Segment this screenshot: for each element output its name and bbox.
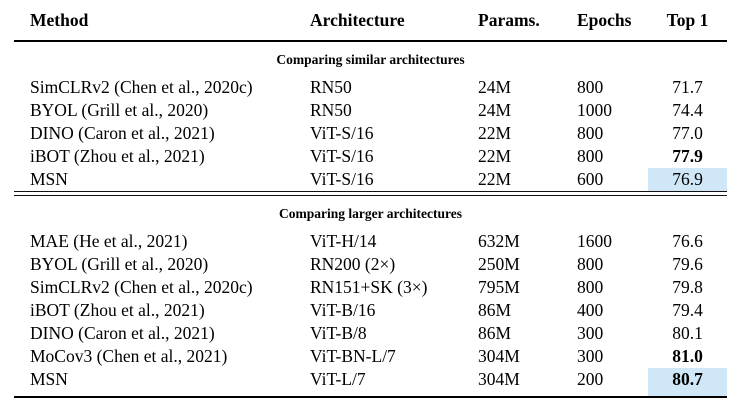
table-row: MoCov3 (Chen et al., 2021) ViT-BN-L/7 304M… <box>14 345 727 368</box>
method-cell: MSN <box>14 368 310 398</box>
epochs-cell: 800 <box>577 277 604 297</box>
params-cell: 86M <box>478 323 512 343</box>
method-cell: iBOT (Zhou et al., 2021) <box>30 146 205 166</box>
architecture-cell: ViT-L/7 <box>310 368 478 398</box>
epochs-cell: 1600 <box>577 231 612 251</box>
method-cell: BYOL (Grill et al., 2020) <box>30 254 209 274</box>
table-row: DINO (Caron et al., 2021) ViT-B/8 86M 300 80… <box>14 322 727 345</box>
epochs-cell: 200 <box>577 368 648 398</box>
double-rule-line <box>14 191 727 196</box>
params-cell: 22M <box>478 146 512 166</box>
top1-cell: 79.8 <box>672 277 703 297</box>
method-cell: SimCLRv2 (Chen et al., 2020c) <box>30 77 253 97</box>
top1-cell: 77.9 <box>672 146 703 166</box>
epochs-cell: 400 <box>577 300 604 320</box>
table-header-row: Method Architecture Params. Epochs Top 1 <box>14 5 727 42</box>
table-row: SimCLRv2 (Chen et al., 2020c) RN151+SK (3… <box>14 276 727 299</box>
architecture-cell: ViT-H/14 <box>310 231 377 251</box>
table-row: iBOT (Zhou et al., 2021) ViT-S/16 22M 800 77… <box>14 145 727 168</box>
top1-cell: 81.0 <box>672 346 703 366</box>
params-cell: 24M <box>478 77 512 97</box>
architecture-cell: ViT-S/16 <box>310 123 374 143</box>
architecture-cell: RN151+SK (3×) <box>310 277 428 297</box>
epochs-cell: 800 <box>577 146 604 166</box>
architecture-cell: RN50 <box>310 77 352 97</box>
table-row: iBOT (Zhou et al., 2021) ViT-B/16 86M 400 79… <box>14 299 727 322</box>
section-label: Comparing similar architectures <box>276 52 465 67</box>
top1-cell: 71.7 <box>672 77 703 97</box>
epochs-cell: 1000 <box>577 100 612 120</box>
top1-cell: 77.0 <box>672 123 703 143</box>
epochs-cell: 800 <box>577 77 604 97</box>
table-row: MSN ViT-L/7 304M 200 80.7 <box>14 368 727 398</box>
architecture-cell: ViT-B/8 <box>310 323 367 343</box>
table-row: BYOL (Grill et al., 2020) RN200 (2×) 250M 8… <box>14 253 727 276</box>
table-row: MSN ViT-S/16 22M 600 76.9 <box>14 168 727 192</box>
params-cell: 632M <box>478 231 520 251</box>
column-header-top1: Top 1 <box>648 5 727 42</box>
method-cell: DINO (Caron et al., 2021) <box>30 123 215 143</box>
table-row: SimCLRv2 (Chen et al., 2020c) RN50 24M 800 7… <box>14 76 727 99</box>
top1-cell: 74.4 <box>672 100 703 120</box>
method-cell: DINO (Caron et al., 2021) <box>30 323 215 343</box>
epochs-cell: 800 <box>577 123 604 143</box>
table-row: BYOL (Grill et al., 2020) RN50 24M 1000 74.4 <box>14 99 727 122</box>
params-cell: 24M <box>478 100 512 120</box>
section-divider-double-rule <box>14 191 727 196</box>
architecture-cell: ViT-S/16 <box>310 146 374 166</box>
paper-results-table-page: Method Architecture Params. Epochs Top 1… <box>0 5 737 413</box>
results-table: Method Architecture Params. Epochs Top 1… <box>14 5 727 398</box>
section-label: Comparing larger architectures <box>279 206 462 221</box>
params-cell: 304M <box>478 368 577 398</box>
column-header-epochs: Epochs <box>577 5 648 42</box>
epochs-cell: 600 <box>577 169 604 189</box>
method-cell: MoCov3 (Chen et al., 2021) <box>30 346 228 366</box>
method-cell: SimCLRv2 (Chen et al., 2020c) <box>30 277 253 297</box>
top1-cell: 79.6 <box>672 254 703 274</box>
top1-cell: 79.4 <box>672 300 703 320</box>
params-cell: 22M <box>478 169 512 189</box>
section-label-row: Comparing larger architectures <box>14 196 727 231</box>
params-cell: 250M <box>478 254 520 274</box>
architecture-cell: RN200 (2×) <box>310 254 396 274</box>
architecture-cell: ViT-S/16 <box>310 169 374 189</box>
table-row: DINO (Caron et al., 2021) ViT-S/16 22M 800 7… <box>14 122 727 145</box>
top1-cell: 80.7 <box>648 368 727 398</box>
method-cell: BYOL (Grill et al., 2020) <box>30 100 209 120</box>
table-row: MAE (He et al., 2021) ViT-H/14 632M 1600 76.… <box>14 230 727 253</box>
params-cell: 86M <box>478 300 512 320</box>
table-body: Comparing similar architectures SimCLRv2 … <box>14 41 727 398</box>
top1-cell: 76.9 <box>648 168 727 192</box>
epochs-cell: 300 <box>577 323 604 343</box>
architecture-cell: ViT-BN-L/7 <box>310 346 396 366</box>
top1-cell: 80.1 <box>672 323 703 343</box>
architecture-cell: ViT-B/16 <box>310 300 376 320</box>
section-label-row: Comparing similar architectures <box>14 41 727 76</box>
params-cell: 795M <box>478 277 520 297</box>
epochs-cell: 300 <box>577 346 604 366</box>
column-header-params: Params. <box>478 5 577 42</box>
method-cell: iBOT (Zhou et al., 2021) <box>30 300 205 320</box>
architecture-cell: RN50 <box>310 100 352 120</box>
epochs-cell: 800 <box>577 254 604 274</box>
column-header-method: Method <box>14 5 310 42</box>
params-cell: 304M <box>478 346 520 366</box>
method-cell: MAE (He et al., 2021) <box>30 231 188 251</box>
params-cell: 22M <box>478 123 512 143</box>
column-header-architecture: Architecture <box>310 5 478 42</box>
method-cell: MSN <box>30 169 68 189</box>
top1-cell: 76.6 <box>672 231 703 251</box>
